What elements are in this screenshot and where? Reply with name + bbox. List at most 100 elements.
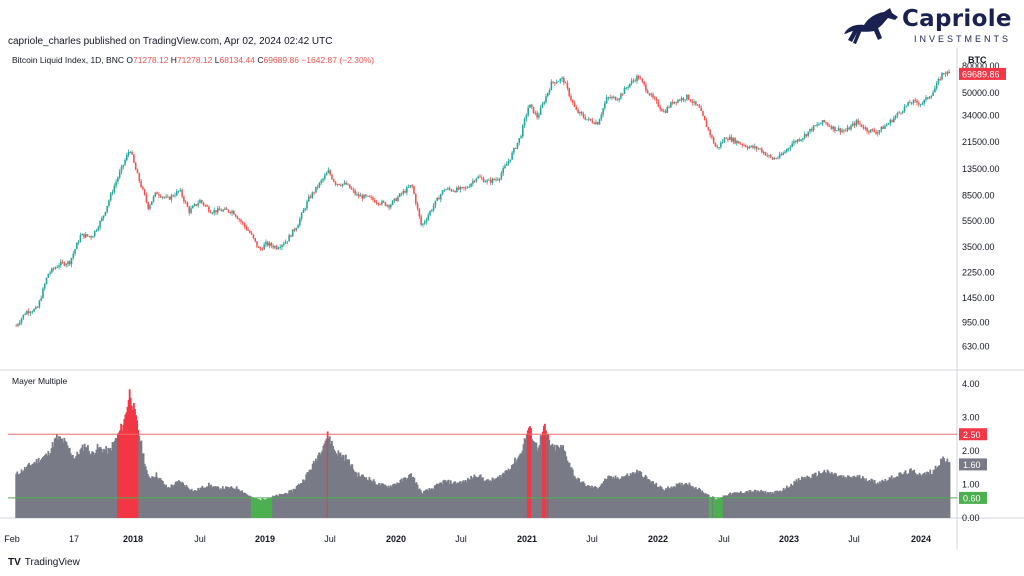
time-tick-label: Jul	[194, 534, 206, 544]
mayer-bar	[186, 486, 189, 518]
price-candle	[266, 241, 269, 246]
mayer-bar	[297, 483, 300, 518]
price-candle	[161, 196, 164, 198]
price-candle	[502, 168, 504, 174]
mayer-bar	[443, 479, 446, 518]
price-candle	[657, 100, 660, 107]
price-candle	[295, 228, 298, 231]
mayer-tick-label: 2.00	[962, 446, 980, 456]
price-candle	[336, 183, 339, 185]
mayer-bar	[831, 473, 834, 518]
mayer-last-value: 1.60	[963, 460, 981, 470]
price-candle	[869, 129, 872, 133]
price-candle	[49, 272, 51, 274]
price-candle	[853, 123, 856, 126]
price-candle	[784, 151, 786, 153]
mayer-bar	[605, 479, 607, 518]
mayer-bar	[134, 409, 136, 518]
price-candle	[534, 112, 537, 114]
price-candle	[589, 118, 592, 121]
mayer-bar	[245, 493, 248, 518]
mayer-bar	[241, 490, 243, 518]
mayer-bar	[533, 441, 536, 518]
price-candle	[718, 147, 720, 148]
price-candle	[916, 100, 918, 103]
price-candle	[420, 216, 422, 225]
mayer-bar	[314, 458, 317, 518]
price-candle	[875, 131, 877, 134]
mayer-bar	[214, 486, 217, 518]
price-candle	[454, 190, 456, 193]
mayer-bar	[144, 466, 147, 518]
legend-symbol: Bitcoin Liquid Index, 1D, BNC	[12, 55, 126, 65]
mayer-bar	[630, 474, 633, 518]
mayer-bar	[712, 496, 714, 518]
mayer-bar	[677, 483, 680, 518]
mayer-bar	[549, 445, 552, 518]
price-candle	[743, 145, 745, 147]
mayer-bar	[552, 446, 555, 518]
price-candle	[325, 173, 328, 176]
mayer-bar	[425, 489, 428, 518]
mayer-bar	[586, 485, 589, 518]
price-candle	[177, 190, 180, 192]
mayer-bar	[300, 483, 302, 518]
price-candle	[359, 195, 362, 197]
price-candle	[97, 227, 100, 231]
price-candle	[365, 194, 367, 197]
mayer-bar	[408, 474, 410, 518]
mayer-bar	[375, 484, 378, 518]
mayer-bar	[690, 486, 693, 518]
mayer-bar	[676, 483, 679, 518]
price-candle	[461, 187, 463, 188]
mayer-bar	[781, 490, 784, 518]
mayer-bar	[63, 437, 66, 518]
mayer-bar	[243, 492, 246, 518]
price-candle	[522, 125, 524, 137]
mayer-bar	[109, 447, 112, 518]
tradingview-logo: TV TradingView	[8, 557, 80, 568]
price-candle	[477, 176, 480, 179]
mayer-bar	[561, 446, 563, 518]
price-candle	[668, 107, 670, 108]
price-candle	[67, 261, 69, 265]
mayer-bar	[664, 488, 667, 518]
mayer-bar	[568, 462, 571, 518]
mayer-bar	[164, 485, 166, 518]
price-candle	[459, 187, 462, 190]
mayer-bar	[319, 454, 322, 518]
price-candle	[422, 223, 424, 225]
time-tick-label: Jul	[455, 534, 467, 544]
mayer-bar	[248, 495, 251, 518]
mayer-bar	[663, 490, 666, 518]
mayer-bar	[423, 490, 425, 518]
mayer-bar	[148, 476, 150, 518]
mayer-bar	[18, 474, 21, 518]
price-candle	[548, 90, 551, 93]
mayer-bar	[189, 490, 192, 518]
legend-c-label: C	[257, 55, 263, 65]
mayer-bar	[398, 483, 401, 518]
price-candle	[43, 283, 46, 289]
mayer-bar	[842, 475, 845, 518]
mayer-bar	[209, 486, 211, 518]
mayer-bar	[161, 480, 164, 518]
price-candle	[398, 193, 401, 197]
mayer-bar	[70, 455, 73, 518]
price-candle	[497, 179, 499, 181]
mayer-bar	[160, 480, 163, 518]
mayer-bar	[256, 498, 258, 518]
price-candle	[887, 123, 890, 125]
mayer-bar	[337, 450, 340, 518]
price-candle	[304, 208, 306, 211]
mayer-bar	[57, 439, 59, 518]
price-candle	[88, 235, 91, 237]
price-candle	[848, 127, 851, 130]
mayer-bar	[692, 487, 695, 518]
price-candle	[600, 114, 603, 120]
mayer-bar	[837, 476, 840, 518]
price-candle	[793, 141, 795, 144]
mayer-bar	[506, 471, 509, 518]
tradingview-chart[interactable]: Bitcoin Liquid Index, 1D, BNC O71278.12 …	[0, 48, 1024, 558]
price-candle	[252, 234, 255, 239]
